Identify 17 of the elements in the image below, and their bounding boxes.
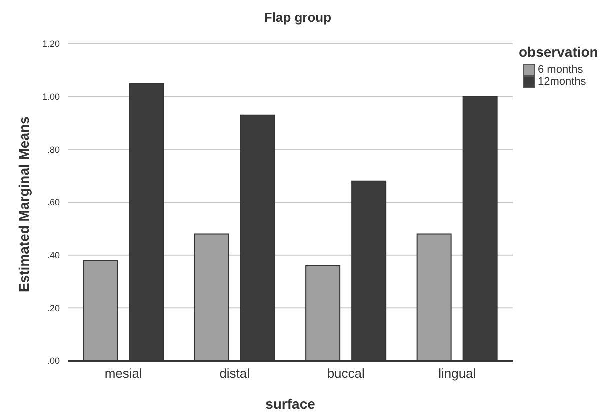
y-tick-label: 1.00 xyxy=(42,92,60,102)
y-tick-label: .00 xyxy=(47,356,60,366)
y-axis-title: Estimated Marginal Means xyxy=(16,116,32,292)
x-tick-label: mesial xyxy=(104,366,143,382)
y-tick-label: .40 xyxy=(47,250,60,261)
y-tick-label: .20 xyxy=(47,303,60,314)
chart-title: Flap group xyxy=(263,10,333,25)
legend-title: observation xyxy=(519,44,598,60)
x-tick-label: lingual xyxy=(438,366,476,382)
y-tick-label: .80 xyxy=(47,144,60,155)
y-tick-label: 1.20 xyxy=(42,39,60,50)
legend-label: 6 months xyxy=(537,64,584,76)
x-tick-label: buccal xyxy=(327,366,366,382)
x-tick-label: distal xyxy=(220,366,250,382)
x-axis-title: surface xyxy=(266,396,316,412)
legend-label: 12months xyxy=(537,76,588,88)
y-tick-label: .60 xyxy=(47,198,60,208)
